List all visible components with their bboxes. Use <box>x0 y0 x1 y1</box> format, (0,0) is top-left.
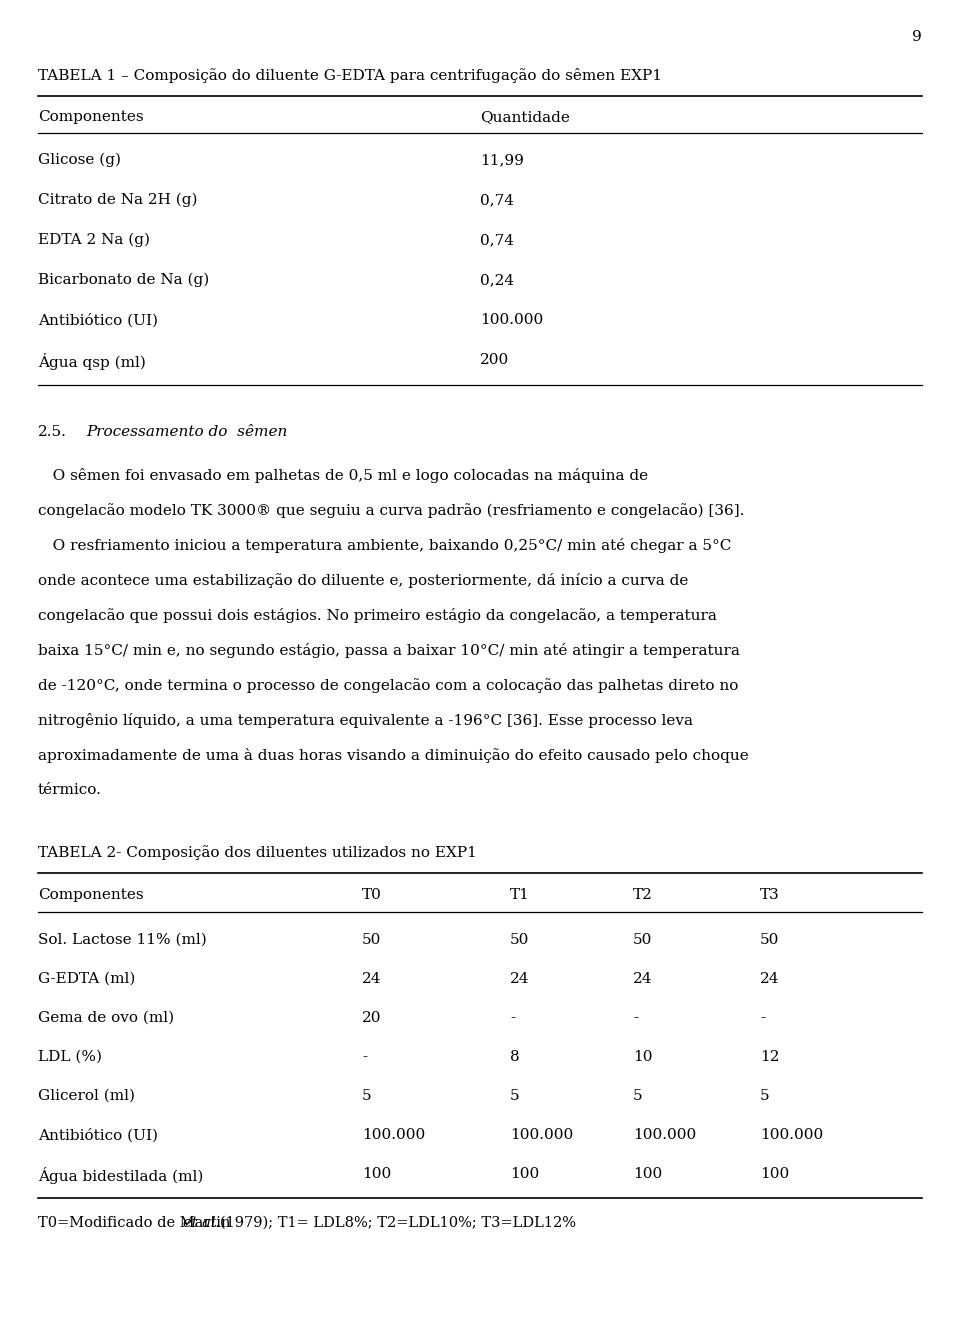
Text: 8: 8 <box>510 1051 519 1064</box>
Text: Antibiótico (UI): Antibiótico (UI) <box>38 1128 158 1142</box>
Text: 50: 50 <box>510 933 529 947</box>
Text: 100.000: 100.000 <box>633 1128 696 1142</box>
Text: (1979); T1= LDL8%; T2=LDL10%; T3=LDL12%: (1979); T1= LDL8%; T2=LDL10%; T3=LDL12% <box>220 1215 575 1230</box>
Text: -: - <box>510 1010 516 1025</box>
Text: 100.000: 100.000 <box>480 314 543 327</box>
Text: nitrogênio líquido, a uma temperatura equivalente a -196°C [36]. Esse processo l: nitrogênio líquido, a uma temperatura eq… <box>38 713 693 728</box>
Text: de -120°C, onde termina o processo de congelacão com a colocação das palhetas di: de -120°C, onde termina o processo de co… <box>38 678 738 693</box>
Text: baixa 15°C/ min e, no segundo estágio, passa a baixar 10°C/ min até atingir a te: baixa 15°C/ min e, no segundo estágio, p… <box>38 643 740 658</box>
Text: 200: 200 <box>480 352 509 367</box>
Text: 5: 5 <box>510 1089 519 1103</box>
Text: O sêmen foi envasado em palhetas de 0,5 ml e logo colocadas na máquina de: O sêmen foi envasado em palhetas de 0,5 … <box>38 468 648 482</box>
Text: congelacão que possui dois estágios. No primeiro estágio da congelacão, a temper: congelacão que possui dois estágios. No … <box>38 608 717 623</box>
Text: T0: T0 <box>362 888 382 902</box>
Text: et al.: et al. <box>183 1215 221 1230</box>
Text: TABELA 1 – Composição do diluente G-EDTA para centrifugação do sêmen EXP1: TABELA 1 – Composição do diluente G-EDTA… <box>38 68 662 83</box>
Text: 50: 50 <box>633 933 653 947</box>
Text: TABELA 2- Composição dos diluentes utilizados no EXP1: TABELA 2- Composição dos diluentes utili… <box>38 846 477 860</box>
Text: 50: 50 <box>362 933 381 947</box>
Text: 24: 24 <box>760 972 780 986</box>
Text: 10: 10 <box>633 1051 653 1064</box>
Text: aproximadamente de uma à duas horas visando a diminuição do efeito causado pelo : aproximadamente de uma à duas horas visa… <box>38 748 749 762</box>
Text: 100.000: 100.000 <box>510 1128 573 1142</box>
Text: térmico.: térmico. <box>38 783 102 797</box>
Text: congelacão modelo TK 3000® que seguiu a curva padrão (resfriamento e congelacão): congelacão modelo TK 3000® que seguiu a … <box>38 502 744 517</box>
Text: 5: 5 <box>760 1089 770 1103</box>
Text: 5: 5 <box>362 1089 372 1103</box>
Text: Sol. Lactose 11% (ml): Sol. Lactose 11% (ml) <box>38 933 206 947</box>
Text: 100.000: 100.000 <box>760 1128 824 1142</box>
Text: -: - <box>362 1051 367 1064</box>
Text: Quantidade: Quantidade <box>480 110 570 125</box>
Text: 2.5.: 2.5. <box>38 425 67 440</box>
Text: Bicarbonato de Na (g): Bicarbonato de Na (g) <box>38 273 209 287</box>
Text: Citrato de Na 2H (g): Citrato de Na 2H (g) <box>38 193 198 208</box>
Text: -: - <box>633 1010 638 1025</box>
Text: Componentes: Componentes <box>38 110 144 125</box>
Text: Glicose (g): Glicose (g) <box>38 153 121 168</box>
Text: T1: T1 <box>510 888 530 902</box>
Text: 50: 50 <box>760 933 780 947</box>
Text: 100: 100 <box>760 1167 789 1181</box>
Text: Componentes: Componentes <box>38 888 144 902</box>
Text: T2: T2 <box>633 888 653 902</box>
Text: 9: 9 <box>912 29 922 44</box>
Text: onde acontece uma estabilização do diluente e, posteriormente, dá início a curva: onde acontece uma estabilização do dilue… <box>38 574 688 588</box>
Text: Água bidestilada (ml): Água bidestilada (ml) <box>38 1167 204 1185</box>
Text: 20: 20 <box>362 1010 381 1025</box>
Text: Água qsp (ml): Água qsp (ml) <box>38 352 146 370</box>
Text: 100: 100 <box>510 1167 540 1181</box>
Text: 100: 100 <box>362 1167 392 1181</box>
Text: Gema de ovo (ml): Gema de ovo (ml) <box>38 1010 174 1025</box>
Text: 100: 100 <box>633 1167 662 1181</box>
Text: 24: 24 <box>362 972 381 986</box>
Text: O resfriamento iniciou a temperatura ambiente, baixando 0,25°C/ min até chegar a: O resfriamento iniciou a temperatura amb… <box>38 537 732 553</box>
Text: T3: T3 <box>760 888 780 902</box>
Text: LDL (%): LDL (%) <box>38 1051 102 1064</box>
Text: 100.000: 100.000 <box>362 1128 425 1142</box>
Text: 24: 24 <box>633 972 653 986</box>
Text: Antibiótico (UI): Antibiótico (UI) <box>38 314 158 327</box>
Text: 0,24: 0,24 <box>480 273 515 287</box>
Text: -: - <box>760 1010 765 1025</box>
Text: G-EDTA (ml): G-EDTA (ml) <box>38 972 135 986</box>
Text: Glicerol (ml): Glicerol (ml) <box>38 1089 135 1103</box>
Text: 5: 5 <box>633 1089 642 1103</box>
Text: 12: 12 <box>760 1051 780 1064</box>
Text: EDTA 2 Na (g): EDTA 2 Na (g) <box>38 233 150 248</box>
Text: Processamento do  sêmen: Processamento do sêmen <box>86 425 287 440</box>
Text: T0=Modificado de Martin: T0=Modificado de Martin <box>38 1215 235 1230</box>
Text: 24: 24 <box>510 972 530 986</box>
Text: 0,74: 0,74 <box>480 193 514 206</box>
Text: 11,99: 11,99 <box>480 153 524 168</box>
Text: 0,74: 0,74 <box>480 233 514 247</box>
